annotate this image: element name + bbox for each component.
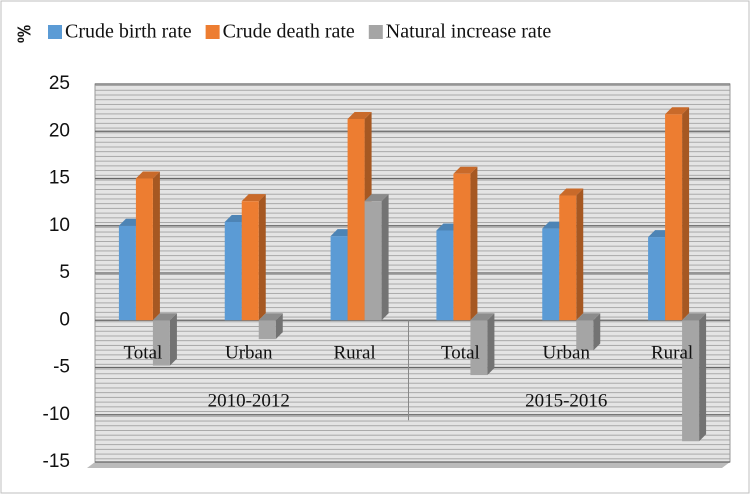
x-tick-label: Urban <box>225 343 273 364</box>
legend-swatch <box>205 25 220 39</box>
bar <box>135 171 160 321</box>
floor <box>87 462 730 468</box>
bar-front <box>665 114 683 321</box>
bar <box>682 313 707 442</box>
bar-front <box>364 201 382 321</box>
bar <box>665 107 690 321</box>
x-tick-label: Urban <box>543 343 591 364</box>
x-tick-label: Total <box>124 343 163 364</box>
bar-side <box>381 194 389 321</box>
bar-top <box>470 313 495 321</box>
y-unit: ‰ <box>13 25 33 43</box>
x-tick-label: Rural <box>651 343 693 364</box>
y-tick-label: 5 <box>59 262 70 283</box>
y-tick-label: -15 <box>43 451 70 472</box>
legend-swatch <box>368 25 383 39</box>
bar-top <box>453 166 478 174</box>
bar-side <box>470 166 478 321</box>
bar <box>576 313 601 351</box>
bar-front <box>648 237 666 321</box>
bar-top <box>347 111 372 119</box>
y-tick-label: 25 <box>49 73 70 94</box>
legend-swatch <box>48 25 62 39</box>
bar-front <box>330 236 348 321</box>
group-label: 2010-2012 <box>208 391 290 412</box>
bar-front <box>576 320 594 351</box>
x-tick-label: Rural <box>333 343 375 364</box>
bar-side <box>576 188 584 321</box>
y-tick-label: -5 <box>53 357 70 378</box>
bar-front <box>152 320 170 366</box>
bar <box>559 188 584 321</box>
bar-top <box>364 194 389 202</box>
bar-front <box>347 118 365 321</box>
bar-front <box>436 230 454 321</box>
legend-label: Natural increase rate <box>386 21 552 43</box>
bar-front <box>542 228 560 321</box>
bar-side <box>258 194 266 321</box>
bar-side <box>699 313 707 442</box>
bar-top <box>665 107 690 115</box>
bar-side <box>593 313 601 351</box>
y-tick-label: 10 <box>49 215 70 236</box>
y-tick-label: -10 <box>43 404 70 425</box>
bar <box>470 313 495 376</box>
bar-top <box>152 313 177 321</box>
bar-front <box>559 195 577 321</box>
bar-front <box>241 201 259 321</box>
bar-side <box>152 171 160 321</box>
bar-top <box>258 313 283 321</box>
bar-front <box>258 320 276 340</box>
bar <box>364 194 389 321</box>
bar-side <box>487 313 495 376</box>
bar-side <box>169 313 177 366</box>
bar-front <box>453 173 471 321</box>
bar-front <box>224 221 242 321</box>
bar-top <box>135 171 160 179</box>
x-tick-label: Total <box>441 343 480 364</box>
y-tick-label: 0 <box>59 309 70 330</box>
bar-top <box>241 194 266 202</box>
bar-top <box>682 313 707 321</box>
bar <box>258 313 283 340</box>
bar-side <box>682 107 690 321</box>
bar-front <box>470 320 488 376</box>
bar <box>453 166 478 321</box>
bar-front <box>682 320 700 442</box>
legend-label: Crude death rate <box>223 21 355 43</box>
bar-top <box>559 188 584 196</box>
bar <box>241 194 266 321</box>
bar-top <box>576 313 601 321</box>
group-label: 2015-2016 <box>525 391 607 412</box>
y-tick-label: 15 <box>49 168 70 189</box>
bar-side <box>275 313 283 340</box>
bar-front <box>135 178 153 321</box>
legend-label: Crude birth rate <box>65 21 192 43</box>
bar <box>152 313 177 366</box>
y-tick-label: 20 <box>49 120 70 141</box>
bar-front <box>118 225 136 321</box>
